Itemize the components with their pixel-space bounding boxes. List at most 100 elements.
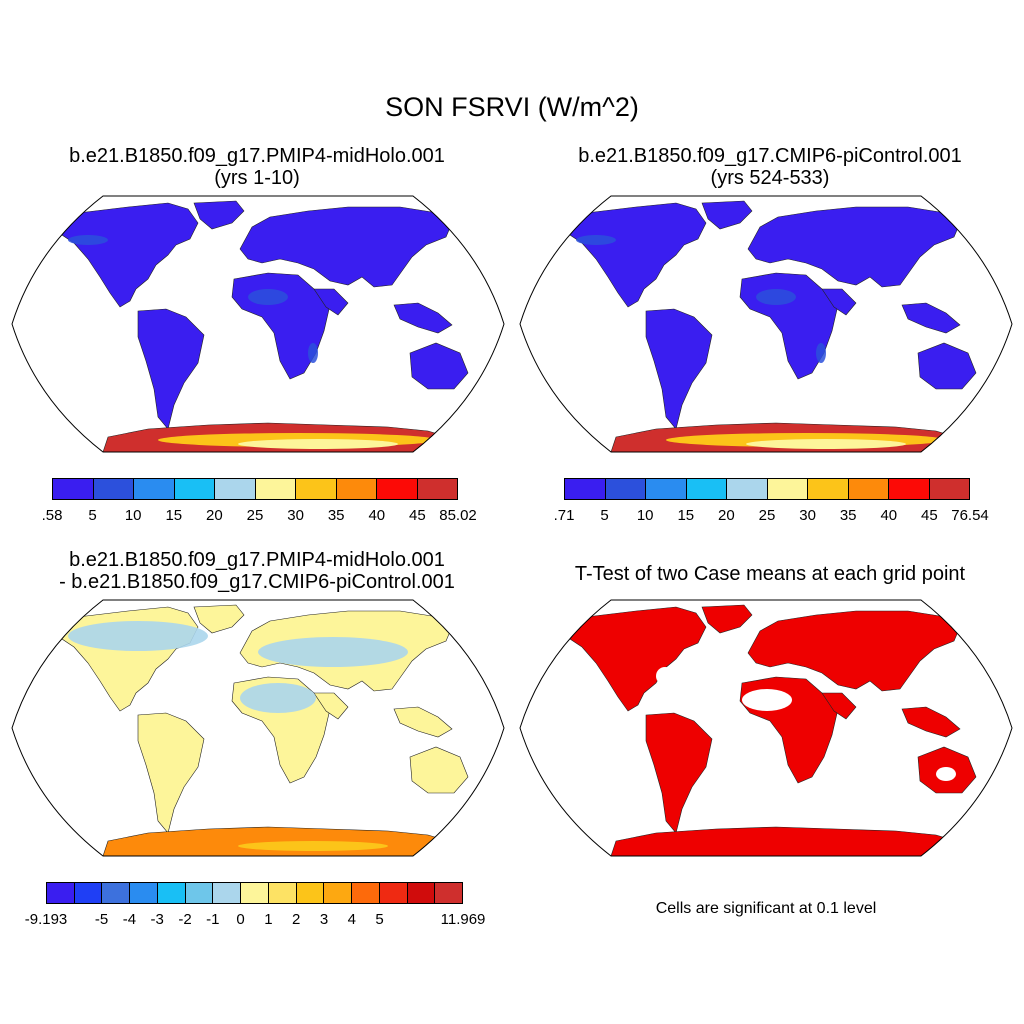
colorbar-label: 1 [264, 911, 273, 928]
panel2-title-line1: b.e21.B1850.f09_g17.CMIP6-piControl.001 [578, 145, 962, 167]
panel1-title-line2: (yrs 1-10) [214, 167, 300, 189]
colorbar-label: 5 [375, 911, 384, 928]
continent-southAmerica [645, 308, 713, 430]
field-patch [248, 289, 288, 305]
colorbar-swatch [157, 883, 186, 903]
colorbar-swatch [848, 479, 889, 499]
map-frame [11, 195, 505, 453]
colorbar-swatch [435, 883, 463, 903]
field-patch [68, 235, 108, 245]
continent-seasia [901, 302, 961, 334]
field-patch [816, 343, 826, 363]
continent-greenland [701, 604, 753, 634]
continent-australia [409, 746, 469, 794]
map-frame [11, 599, 505, 857]
colorbar-swatch [255, 479, 296, 499]
field-patch [68, 621, 208, 651]
colorbar-swatch [47, 883, 75, 903]
colorbar-label: 40 [368, 507, 386, 524]
colorbar-swatch [686, 479, 727, 499]
colorbar-swatch [767, 479, 808, 499]
colorbar-swatch [417, 479, 457, 499]
field-patch [238, 841, 388, 851]
colorbar-swatch [268, 883, 297, 903]
colorbar-label: 5 [88, 507, 97, 524]
field-patch [936, 767, 956, 781]
colorbar-label: -5 [94, 911, 109, 928]
colorbar-swatch [929, 479, 969, 499]
colorbar-swatch [296, 883, 325, 903]
colorbar-swatch [296, 479, 337, 499]
colorbar-swatch [646, 479, 687, 499]
continent-australia [917, 342, 977, 390]
continent-seasia [393, 706, 453, 738]
colorbar-swatch [379, 883, 408, 903]
map-midholo [11, 195, 505, 453]
map-frame [519, 195, 1013, 453]
colorbar-swatch [889, 479, 930, 499]
map-difference [11, 599, 505, 857]
colorbar-label: 4 [347, 911, 356, 928]
map-picontrol [519, 195, 1013, 453]
panel1-title-line1: b.e21.B1850.f09_g17.PMIP4-midHolo.001 [69, 145, 445, 167]
panel3-title-line1: b.e21.B1850.f09_g17.PMIP4-midHolo.001 [69, 549, 445, 571]
colorbar-label: -3 [150, 911, 164, 928]
panel4-title: T-Test of two Case means at each grid po… [520, 563, 1020, 585]
continent-seasia [393, 302, 453, 334]
field-patch [308, 343, 318, 363]
colorbar-label: 45 [409, 507, 426, 524]
panel2-title: b.e21.B1850.f09_g17.CMIP6-piControl.001 … [524, 145, 1016, 189]
colorbar-picontrol [564, 478, 970, 500]
panel4-title-line1: T-Test of two Case means at each grid po… [574, 563, 966, 585]
continent-eurasia [747, 206, 961, 288]
colorbar-label: 76.54 [951, 507, 989, 524]
continent-eurasia [747, 610, 961, 692]
colorbar-label: 0 [236, 911, 245, 928]
colorbar-difference [46, 882, 463, 904]
continent-australia [409, 342, 469, 390]
panel3-title: b.e21.B1850.f09_g17.PMIP4-midHolo.001 - … [14, 549, 500, 593]
colorbar-label: -9.193 [24, 911, 68, 928]
continent-greenland [193, 604, 245, 634]
colorbar-swatch [174, 479, 215, 499]
colorbar-label: 15 [677, 507, 695, 524]
colorbar-swatch [134, 479, 175, 499]
continent-northAmerica [55, 202, 199, 308]
field-patch [756, 289, 796, 305]
colorbar-label: -2 [178, 911, 192, 928]
colorbar-label: 11.969 [440, 911, 486, 928]
panel3-title-line2: - b.e21.B1850.f09_g17.CMIP6-piControl.00… [59, 571, 455, 593]
continent-greenland [193, 200, 245, 230]
panel1-title: b.e21.B1850.f09_g17.PMIP4-midHolo.001 (y… [14, 145, 500, 189]
continent-southAmerica [137, 712, 205, 834]
continent-southAmerica [645, 712, 713, 834]
colorbar-swatch [241, 883, 269, 903]
colorbar-label: 10 [636, 507, 654, 524]
colorbar-label: 30 [799, 507, 816, 524]
colorbar-swatch [93, 479, 134, 499]
colorbar-swatch [336, 479, 377, 499]
continent-northAmerica [563, 202, 707, 308]
colorbar-label: -4 [122, 911, 137, 928]
colorbar-swatch [215, 479, 256, 499]
colorbar-label: .71 [553, 507, 575, 524]
map-ttest [519, 599, 1013, 857]
colorbar-swatch [130, 883, 158, 903]
colorbar-swatch [377, 479, 418, 499]
colorbar-label: 30 [287, 507, 304, 524]
colorbar-swatch [407, 883, 436, 903]
colorbar-label: 85.02 [439, 507, 477, 524]
field-patch [238, 439, 398, 449]
colorbar-label: -1 [206, 911, 220, 928]
continent-seasia [901, 706, 961, 738]
colorbar-label: .58 [41, 507, 63, 524]
colorbar-swatch [324, 883, 353, 903]
continent-arabia [821, 288, 857, 316]
continent-greenland [701, 200, 753, 230]
colorbar-label: 5 [600, 507, 609, 524]
continent-arabia [313, 692, 349, 720]
colorbar-swatch [185, 883, 214, 903]
colorbar-swatch [727, 479, 768, 499]
colorbar-swatch [74, 883, 103, 903]
colorbar-swatch [352, 883, 380, 903]
